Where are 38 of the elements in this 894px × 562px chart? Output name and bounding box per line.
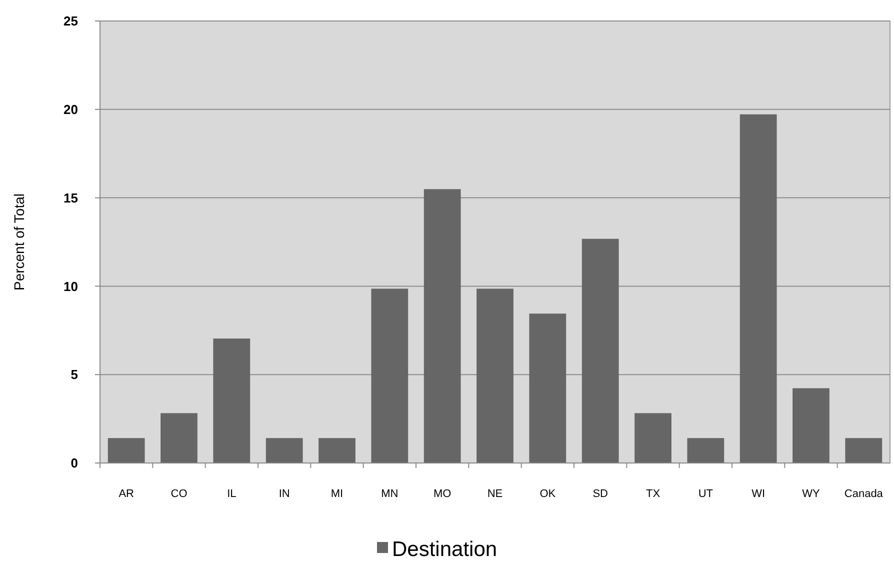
y-tick-label: 5 bbox=[70, 367, 78, 382]
y-tick-label: 20 bbox=[64, 102, 78, 117]
y-tick-label: 10 bbox=[64, 278, 78, 294]
bar bbox=[213, 338, 250, 463]
x-tick-label: OK bbox=[540, 488, 556, 500]
bar bbox=[792, 388, 830, 463]
x-tick-label: CO bbox=[170, 488, 188, 500]
x-tick-label: Canada bbox=[844, 488, 884, 500]
bar bbox=[266, 438, 303, 463]
x-tick-label: UT bbox=[698, 488, 714, 500]
x-tick-label: NE bbox=[487, 488, 503, 500]
x-tick-label: IN bbox=[278, 488, 290, 500]
bar bbox=[160, 413, 198, 463]
bar bbox=[424, 189, 461, 463]
y-tick-label: 25 bbox=[64, 14, 78, 29]
x-tick-label: WI bbox=[752, 488, 766, 500]
y-axis-title: Percent of Total bbox=[11, 193, 27, 291]
bar bbox=[476, 288, 514, 463]
x-tick-label: MN bbox=[381, 488, 398, 500]
bar bbox=[318, 438, 356, 463]
x-tick-label: SD bbox=[592, 488, 608, 500]
y-tick-label: 15 bbox=[64, 190, 78, 206]
x-tick-label: IL bbox=[227, 488, 236, 500]
x-tick-label: AR bbox=[118, 488, 134, 500]
bar bbox=[740, 114, 777, 463]
x-tick-label: WY bbox=[802, 488, 821, 500]
bar bbox=[582, 238, 619, 463]
bar bbox=[687, 438, 724, 463]
bar bbox=[529, 314, 566, 463]
y-tick-label: 0 bbox=[70, 456, 78, 471]
x-tick-label: MO bbox=[433, 488, 452, 500]
bar bbox=[845, 438, 882, 463]
bar bbox=[634, 413, 672, 463]
bar bbox=[371, 288, 408, 463]
legend-label: Destination bbox=[392, 538, 498, 561]
bar bbox=[108, 438, 145, 463]
x-tick-label: TX bbox=[646, 488, 661, 500]
x-tick-label: MI bbox=[330, 488, 344, 500]
